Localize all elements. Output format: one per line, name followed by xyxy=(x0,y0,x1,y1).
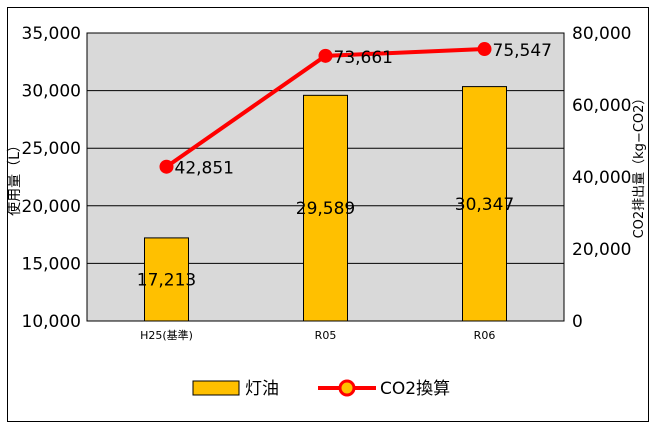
bars-group xyxy=(144,86,507,322)
line-data-label: 73,661 xyxy=(334,48,393,68)
y-left-tick-label: 20,000 xyxy=(22,197,81,217)
y-axis-left-title: 使用量（L） xyxy=(6,138,23,216)
y-left-tick-label: 15,000 xyxy=(22,254,81,274)
line-data-label: 75,547 xyxy=(493,41,552,61)
line-data-label: 42,851 xyxy=(175,159,234,179)
legend-label-line: CO2換算 xyxy=(380,379,450,399)
category-tick-label: H25(基準) xyxy=(140,328,193,342)
y-right-tick-label: 60,000 xyxy=(572,96,631,116)
bar xyxy=(462,86,507,322)
category-tick-label: R05 xyxy=(315,329,337,342)
y-left-tick-label: 10,000 xyxy=(22,312,81,332)
data-labels: 17,213 29,589 30,347 42,851 73,661 75,547 xyxy=(137,41,552,290)
category-axis: H25(基準) R05 R06 xyxy=(140,328,495,342)
bar xyxy=(144,237,189,322)
y-right-tick-label: 0 xyxy=(572,312,583,332)
y-left-tick-label: 35,000 xyxy=(22,24,81,44)
y-right-tick-label: 20,000 xyxy=(572,240,631,260)
line-marker xyxy=(318,48,333,63)
category-tick-label: R06 xyxy=(474,329,496,342)
line-marker xyxy=(477,42,492,57)
line-group xyxy=(159,42,492,174)
bar-data-label: 29,589 xyxy=(296,199,355,219)
line-marker xyxy=(159,159,174,174)
bar-data-label: 17,213 xyxy=(137,270,196,290)
legend-bar-swatch xyxy=(192,380,240,396)
left-axis-ticks: 10,000 15,000 20,000 25,000 30,000 35,000 xyxy=(22,24,81,332)
legend: 灯油 CO2換算 xyxy=(192,379,450,399)
y-axis-right-title: CO2排出量（kg−CO2） xyxy=(632,92,647,239)
y-right-tick-label: 80,000 xyxy=(572,24,631,44)
bar xyxy=(303,94,348,322)
right-axis-ticks: 0 20,000 40,000 60,000 80,000 xyxy=(572,24,631,332)
y-left-tick-label: 30,000 xyxy=(22,82,81,102)
y-right-tick-label: 40,000 xyxy=(572,168,631,188)
bar-data-label: 30,347 xyxy=(455,195,514,215)
y-left-tick-label: 25,000 xyxy=(22,139,81,159)
legend-label-bar: 灯油 xyxy=(245,379,279,399)
legend-line-marker xyxy=(338,379,356,397)
